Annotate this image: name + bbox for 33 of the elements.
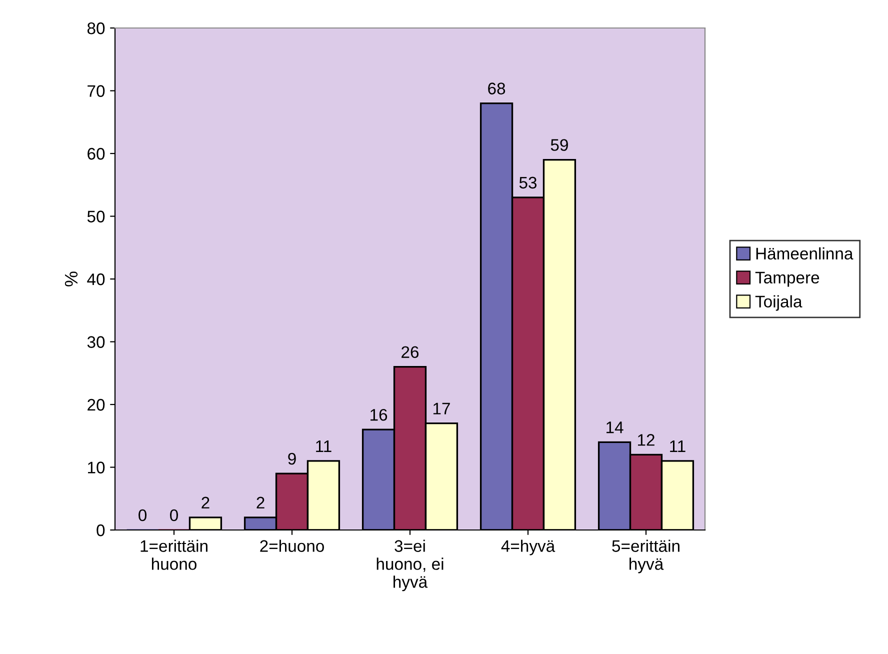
y-tick-label: 30	[87, 336, 105, 348]
data-label: 2	[202, 496, 210, 508]
x-tick-label: 2=huono	[260, 540, 324, 552]
x-tick-label: 1=erittäin huono	[140, 540, 208, 570]
data-label: 0	[138, 509, 147, 522]
data-label: 11	[670, 440, 686, 452]
data-label: 26	[402, 346, 419, 358]
legend-label: Toijala	[755, 295, 802, 311]
data-label: 9	[288, 452, 296, 465]
data-label: 16	[370, 408, 388, 421]
data-label: 14	[606, 422, 624, 434]
data-label: 68	[488, 82, 506, 94]
y-tick-label: 60	[88, 148, 105, 160]
y-tick-label: 80	[87, 22, 105, 34]
x-tick-label: 3=ei huono, ei hyvä	[376, 540, 444, 592]
y-tick-label: 20	[88, 398, 105, 411]
data-label: 17	[433, 402, 450, 414]
legend-label: Hämeenlinna	[756, 247, 854, 260]
y-tick-label: 70	[88, 85, 105, 97]
data-label: 11	[316, 440, 332, 452]
data-label: 59	[550, 139, 568, 151]
data-label: 53	[519, 176, 537, 189]
data-label: 0	[170, 509, 178, 522]
x-tick-label: 4=hyvä	[501, 540, 556, 556]
y-tick-label: 10	[88, 462, 105, 474]
y-tick-label: 0	[96, 524, 105, 536]
y-tick-label: 50	[87, 210, 105, 222]
x-tick-label: 5=erittäin hyvä	[612, 540, 680, 574]
legend-label: Tampere	[755, 272, 820, 287]
y-axis-title: %	[64, 272, 78, 286]
data-label: 2	[256, 496, 264, 508]
y-tick-label: 40	[87, 273, 105, 286]
data-label: 12	[638, 434, 654, 446]
